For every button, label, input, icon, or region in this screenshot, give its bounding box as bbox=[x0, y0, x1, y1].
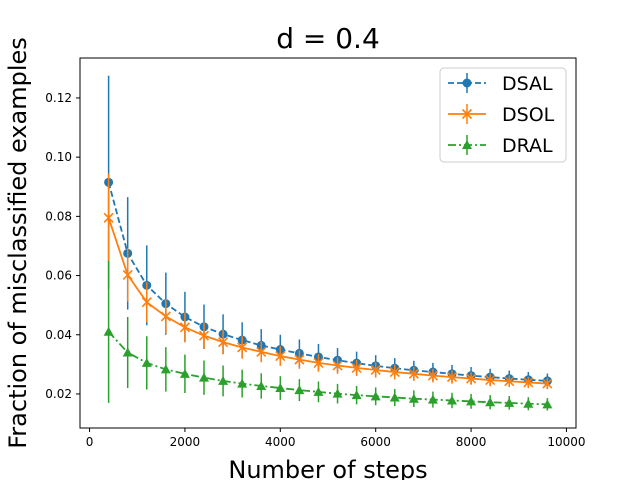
series-line bbox=[107, 217, 548, 385]
legend-marker bbox=[462, 78, 472, 88]
data-point bbox=[332, 388, 343, 398]
data-point bbox=[447, 395, 457, 405]
data-point bbox=[103, 326, 114, 336]
series-dsol bbox=[103, 173, 553, 390]
data-point bbox=[275, 383, 286, 393]
data-point bbox=[466, 396, 477, 406]
chart-title: d = 0.4 bbox=[276, 22, 380, 55]
data-point bbox=[237, 342, 248, 353]
data-point bbox=[351, 390, 362, 400]
data-point bbox=[122, 269, 133, 281]
x-tick-label: 2000 bbox=[170, 435, 201, 449]
data-point bbox=[160, 364, 171, 374]
series-line bbox=[107, 331, 548, 406]
data-point bbox=[408, 393, 419, 403]
data-point bbox=[218, 375, 229, 385]
data-point bbox=[389, 366, 400, 378]
data-point bbox=[218, 337, 229, 348]
data-point bbox=[466, 373, 477, 384]
data-point bbox=[523, 398, 534, 408]
legend-box bbox=[439, 67, 567, 163]
legend-marker bbox=[461, 108, 473, 120]
data-point bbox=[504, 376, 515, 387]
x-tick-label: 4000 bbox=[265, 435, 296, 449]
legend-entry-dsol: DSOL bbox=[448, 104, 555, 126]
data-point bbox=[141, 357, 152, 367]
y-tick-label: 0.12 bbox=[45, 91, 72, 105]
series-line bbox=[107, 182, 548, 382]
data-point bbox=[370, 364, 381, 376]
data-point bbox=[332, 360, 343, 371]
x-tick-label: 0 bbox=[86, 435, 94, 449]
x-tick-label: 10000 bbox=[547, 435, 585, 449]
data-point bbox=[179, 322, 190, 333]
data-point bbox=[256, 346, 267, 357]
data-point bbox=[408, 368, 419, 379]
data-point bbox=[275, 351, 286, 362]
data-point bbox=[179, 368, 190, 378]
data-point bbox=[542, 399, 553, 409]
data-point bbox=[351, 362, 362, 373]
data-point bbox=[294, 354, 305, 365]
data-point bbox=[103, 212, 114, 223]
data-point bbox=[446, 372, 458, 383]
legend-label: DSAL bbox=[502, 73, 553, 95]
y-axis-label: Fraction of misclassified examples bbox=[4, 37, 32, 449]
legend-marker bbox=[462, 140, 472, 149]
data-point bbox=[237, 378, 248, 388]
data-point bbox=[313, 357, 324, 368]
data-point bbox=[389, 392, 400, 402]
data-point bbox=[199, 372, 209, 382]
y-tick-label: 0.06 bbox=[45, 269, 72, 283]
x-tick-label: 8000 bbox=[456, 435, 487, 449]
data-point bbox=[542, 378, 553, 389]
axes: 0 2000 4000 6000 8000 10000 0.02 0.04 0.06 0.08 0.… bbox=[45, 57, 586, 449]
data-point bbox=[256, 380, 267, 390]
y-tick-label: 0.10 bbox=[45, 150, 72, 164]
data-point bbox=[427, 370, 438, 381]
x-axis-label: Number of steps bbox=[228, 456, 427, 480]
y-tick-label: 0.02 bbox=[45, 387, 72, 401]
data-point bbox=[504, 397, 515, 407]
data-point bbox=[485, 397, 496, 407]
y-tick-label: 0.04 bbox=[45, 328, 72, 342]
data-point bbox=[141, 297, 152, 308]
data-point bbox=[122, 347, 133, 357]
axes-frame bbox=[79, 57, 577, 429]
data-point bbox=[160, 311, 171, 322]
y-tick-label: 0.08 bbox=[45, 209, 72, 223]
data-point bbox=[198, 330, 210, 341]
legend-label: DRAL bbox=[502, 135, 553, 157]
data-point bbox=[427, 394, 438, 404]
data-point bbox=[523, 377, 534, 388]
legend-entry-dsal: DSAL bbox=[448, 73, 553, 95]
legend-entry-dral: DRAL bbox=[448, 135, 553, 157]
series-dral bbox=[103, 260, 553, 411]
data-point bbox=[370, 391, 381, 401]
legend: DSAL DSOL DRAL bbox=[439, 67, 567, 163]
legend-label: DSOL bbox=[502, 104, 555, 126]
plot-area bbox=[103, 75, 553, 411]
data-point bbox=[485, 374, 496, 386]
x-tick-label: 6000 bbox=[360, 435, 391, 449]
data-point bbox=[294, 385, 305, 395]
data-point bbox=[313, 386, 324, 396]
